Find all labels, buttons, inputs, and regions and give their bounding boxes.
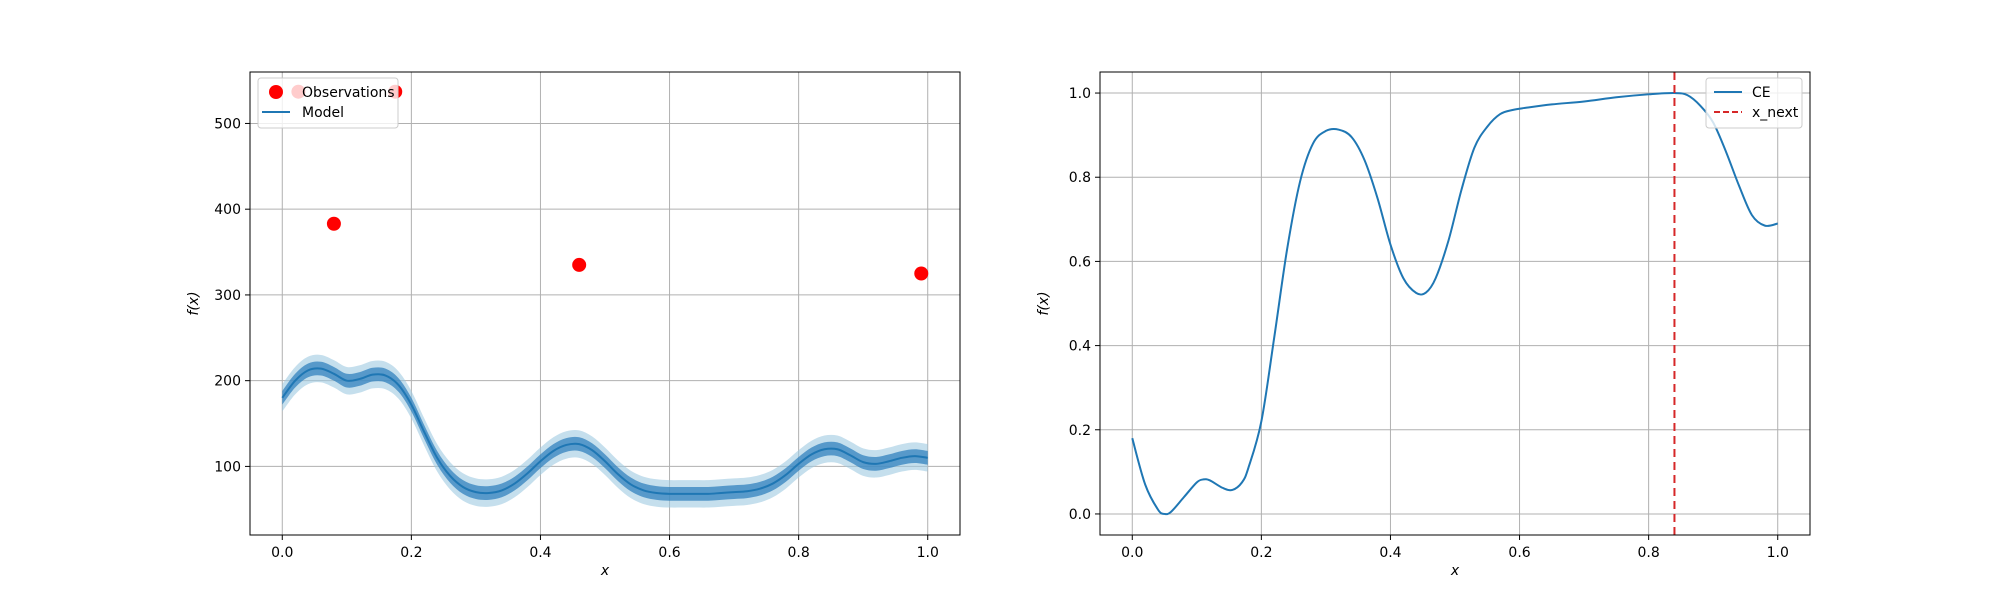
legend-x-next-label: x_next (1752, 105, 1799, 121)
x-tick-label: 0.2 (400, 545, 422, 561)
legend-observations-marker (269, 85, 283, 99)
right-axes-frame (1099, 71, 1811, 536)
right-y-axis-label: f(x) (1036, 291, 1052, 315)
legend-ce-label: CE (1752, 85, 1771, 101)
x-tick-label: 0.8 (788, 545, 810, 561)
model-plot: 0.0 0.2 0.4 0.6 0.8 1.0 100 200 300 400 500 x f(x… (186, 71, 961, 579)
ce-line (1131, 92, 1778, 516)
x-tick-label: 0.4 (1379, 545, 1401, 561)
x-tick-label: 0.2 (1250, 545, 1272, 561)
left-axes-frame (249, 71, 961, 536)
right-x-ticks: 0.0 0.2 0.4 0.6 0.8 1.0 (1121, 535, 1789, 561)
right-gridlines (1100, 72, 1810, 535)
y-tick-label: 100 (214, 459, 241, 475)
observation-point (326, 216, 341, 231)
x-tick-label: 0.6 (1508, 545, 1530, 561)
model-inner-band (282, 361, 928, 501)
y-tick-label: 1.0 (1069, 86, 1091, 102)
x-tick-label: 0.0 (271, 545, 293, 561)
left-y-axis-label: f(x) (186, 291, 202, 315)
left-y-ticks: 100 200 300 400 500 (214, 116, 250, 475)
y-tick-label: 500 (214, 116, 241, 132)
right-legend-box (1705, 77, 1803, 129)
legend-observations-label: Observations (302, 85, 395, 101)
x-tick-label: 0.8 (1638, 545, 1660, 561)
y-tick-label: 400 (214, 202, 241, 218)
legend-model-label: Model (302, 105, 344, 121)
y-tick-label: 0.6 (1069, 254, 1091, 270)
observation-point (914, 266, 929, 281)
y-tick-label: 200 (214, 374, 241, 390)
x-tick-label: 0.0 (1121, 545, 1143, 561)
y-tick-label: 0.8 (1069, 170, 1091, 186)
y-tick-label: 0.2 (1069, 423, 1091, 439)
x-tick-label: 0.6 (658, 545, 680, 561)
right-legend: CE x_next (1705, 77, 1803, 129)
model-mean-line (281, 367, 928, 495)
y-tick-label: 300 (214, 288, 241, 304)
ce-plot: 0.0 0.2 0.4 0.6 0.8 1.0 0.00.20.40.60.81.0 x … (1036, 71, 1811, 579)
y-tick-label: 0.0 (1069, 507, 1091, 523)
x-tick-label: 0.4 (529, 545, 551, 561)
right-x-axis-label: x (1450, 563, 1460, 579)
left-x-ticks: 0.0 0.2 0.4 0.6 0.8 1.0 (271, 535, 939, 561)
left-legend: Observations Model (257, 77, 399, 129)
y-tick-label: 0.4 (1069, 339, 1091, 355)
left-x-axis-label: x (600, 563, 610, 579)
x-tick-label: 1.0 (1767, 545, 1789, 561)
observation-point (572, 257, 587, 272)
x-tick-label: 1.0 (917, 545, 939, 561)
right-y-ticks: 0.0 0.2 0.4 0.6 0.8 1.0 (1069, 86, 1100, 523)
left-legend-box (257, 77, 399, 129)
